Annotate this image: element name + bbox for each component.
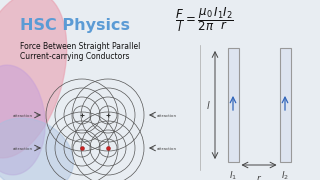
Bar — [279, 48, 291, 162]
Ellipse shape — [0, 118, 73, 180]
Text: HSC Physics: HSC Physics — [20, 18, 130, 33]
Ellipse shape — [0, 0, 67, 158]
Text: attraction: attraction — [157, 114, 177, 118]
Bar — [228, 48, 238, 162]
Text: attraction: attraction — [13, 114, 33, 118]
Text: attraction: attraction — [13, 147, 33, 151]
Text: $I_1$: $I_1$ — [229, 169, 237, 180]
Text: Force Between Straight Parallel: Force Between Straight Parallel — [20, 42, 140, 51]
Ellipse shape — [0, 65, 45, 175]
Text: $\dfrac{F}{l} = \dfrac{\mu_0}{2\pi} \dfrac{I_1 I_2}{r}$: $\dfrac{F}{l} = \dfrac{\mu_0}{2\pi} \dfr… — [175, 5, 234, 34]
Text: $r$: $r$ — [256, 173, 262, 180]
Text: $I_2$: $I_2$ — [281, 169, 289, 180]
Text: Current-carrying Conductors: Current-carrying Conductors — [20, 52, 130, 61]
Text: $l$: $l$ — [206, 99, 211, 111]
Text: attraction: attraction — [157, 147, 177, 151]
